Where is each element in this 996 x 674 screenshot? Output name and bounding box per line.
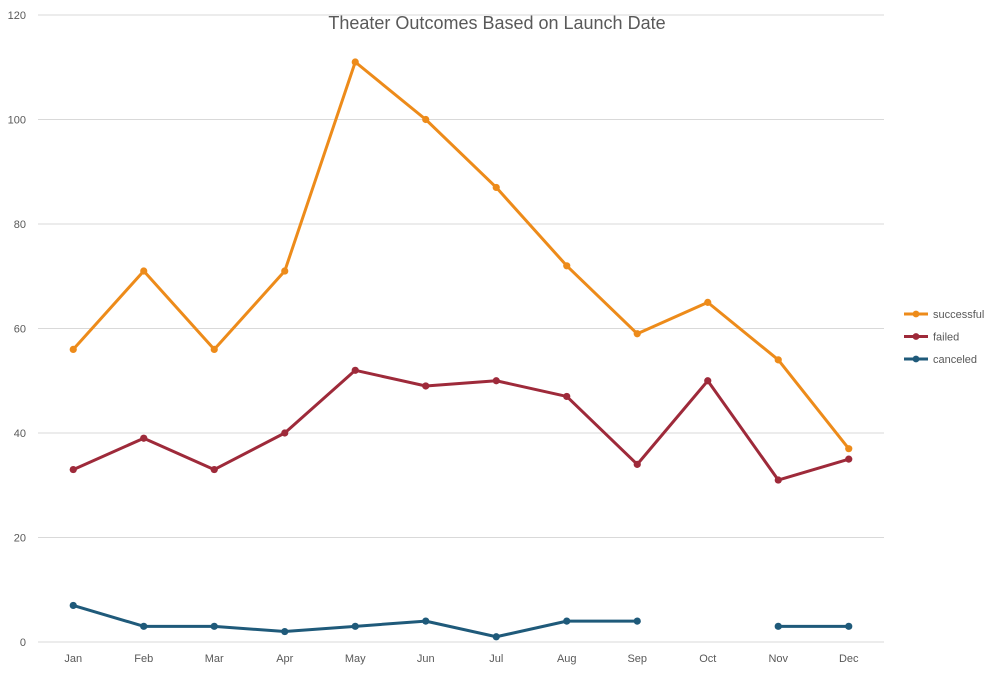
series-line-canceled — [71, 603, 639, 639]
data-point-canceled — [69, 601, 77, 610]
x-tick-label: Apr — [276, 653, 293, 665]
y-tick-label: 80 — [14, 219, 26, 231]
x-tick-label: Dec — [839, 653, 859, 665]
y-tick-label: 60 — [14, 324, 26, 336]
data-point-canceled — [281, 627, 289, 636]
data-point-failed — [774, 476, 782, 484]
series-line-successful — [71, 60, 851, 451]
data-point-failed — [281, 429, 289, 437]
legend-label-canceled: canceled — [933, 354, 977, 366]
data-point-failed — [140, 434, 148, 442]
y-tick-label: 120 — [8, 10, 26, 22]
data-point-failed — [69, 465, 77, 474]
chart-title: Theater Outcomes Based on Launch Date — [328, 13, 665, 33]
legend-item-successful: successful — [904, 309, 984, 321]
series-canceled — [69, 601, 853, 641]
x-tick-label: Feb — [134, 653, 153, 665]
data-point-successful — [69, 345, 77, 353]
legend-marker-failed — [912, 333, 920, 340]
data-point-canceled — [774, 622, 782, 630]
y-tick-label: 20 — [14, 533, 26, 545]
legend-item-failed: failed — [904, 332, 959, 344]
x-tick-label: Nov — [768, 653, 788, 665]
x-tick-label: Sep — [627, 653, 647, 665]
data-point-failed — [704, 377, 712, 385]
legend-label-successful: successful — [933, 309, 984, 321]
data-point-successful — [210, 345, 218, 353]
series-failed — [69, 366, 853, 484]
data-point-failed — [633, 460, 641, 468]
series-successful — [69, 58, 853, 453]
x-tick-label: Jan — [64, 653, 82, 665]
x-tick-label: May — [345, 653, 366, 665]
data-point-failed — [210, 465, 218, 474]
data-point-canceled — [210, 622, 218, 630]
data-point-successful — [563, 262, 571, 270]
series-line-failed — [71, 368, 851, 482]
y-tick-label: 100 — [8, 115, 26, 127]
y-tick-label: 0 — [20, 637, 26, 649]
data-point-successful — [492, 183, 500, 192]
data-point-failed — [422, 382, 430, 390]
data-point-successful — [845, 445, 853, 453]
data-point-failed — [492, 377, 500, 385]
data-point-canceled — [845, 622, 853, 630]
data-point-canceled — [422, 617, 430, 625]
data-point-successful — [422, 115, 430, 124]
legend-marker-canceled — [912, 355, 920, 363]
x-tick-label: Aug — [557, 653, 577, 665]
legend-item-canceled: canceled — [904, 354, 977, 366]
gridlines — [38, 14, 884, 538]
data-point-canceled — [492, 633, 500, 641]
data-point-successful — [774, 356, 782, 364]
data-point-canceled — [140, 622, 148, 630]
data-point-failed — [845, 455, 853, 463]
legend: successful failed canceled — [904, 309, 984, 366]
legend-marker-successful — [912, 310, 920, 318]
data-point-successful — [351, 58, 359, 66]
data-point-successful — [704, 298, 712, 306]
data-point-successful — [281, 267, 289, 275]
data-point-failed — [351, 366, 359, 374]
y-tick-label: 40 — [14, 428, 26, 440]
x-tick-label: Jun — [417, 653, 435, 665]
legend-label-failed: failed — [933, 332, 959, 344]
data-point-successful — [140, 267, 148, 275]
axes: 0 20 40 60 80 100 120 Jan Feb Mar Apr May Jun Jul Aug S… — [8, 10, 884, 665]
x-tick-label: Mar — [205, 653, 224, 665]
data-point-canceled — [633, 617, 641, 625]
data-point-successful — [633, 330, 641, 338]
data-point-failed — [563, 392, 571, 401]
x-tick-label: Jul — [489, 653, 503, 665]
series-group — [69, 58, 853, 641]
data-point-canceled — [351, 622, 359, 630]
x-tick-label: Oct — [699, 653, 716, 665]
data-point-canceled — [563, 617, 571, 625]
